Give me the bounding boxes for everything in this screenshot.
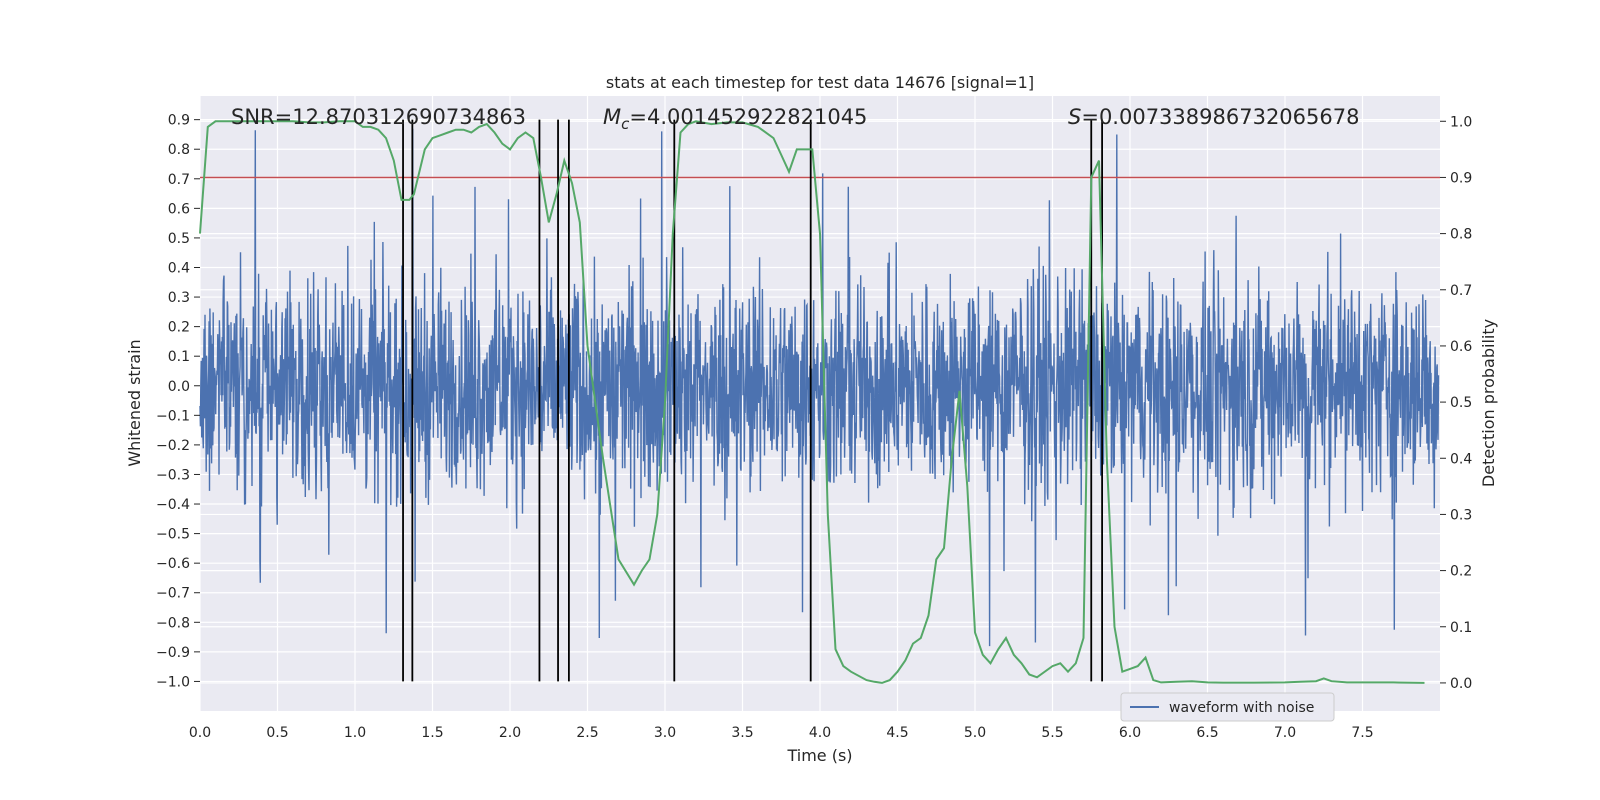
y-tick-label-4: 0.5	[168, 231, 190, 247]
legend-box	[1120, 692, 1335, 722]
probability-line	[199, 120, 1425, 684]
y2-tick-label-4: 0.6	[1450, 339, 1472, 355]
y-tick-label-12: −0.3	[156, 467, 190, 483]
s-symbol: S	[1068, 105, 1081, 129]
x-axis-label: Time (s)	[786, 746, 852, 765]
y2-tick-label-8: 0.2	[1450, 564, 1472, 580]
y2-tick-label-10: 0.0	[1450, 676, 1472, 692]
snr-annotation: SNR=12.870312690734863	[231, 105, 526, 129]
y-tick-label-11: −0.2	[156, 438, 190, 454]
x-tick-label-11: 5.5	[1041, 725, 1063, 741]
s-value: =0.007338986732065678	[1081, 105, 1359, 129]
y-tick-label-2: 0.7	[168, 172, 190, 188]
x-tick-label-10: 5.0	[964, 725, 986, 741]
y-tick-label-1: 0.8	[168, 142, 190, 158]
x-tick-label-1: 0.5	[266, 725, 288, 741]
y-tick-label-9: 0.0	[168, 379, 190, 395]
x-tick-label-2: 1.0	[344, 725, 366, 741]
y-tick-label-14: −0.5	[156, 527, 190, 543]
legend-label: waveform with noise	[1169, 700, 1314, 716]
y-tick-label-7: 0.2	[168, 320, 190, 336]
y-tick-label-0: 0.9	[168, 113, 190, 129]
y-tick-label-5: 0.4	[168, 260, 190, 276]
x-tick-label-7: 3.5	[731, 725, 753, 741]
y-tick-label-3: 0.6	[168, 201, 190, 217]
legend: waveform with noise	[1120, 692, 1335, 722]
y-tick-label-17: −0.8	[156, 615, 190, 631]
x-tick-label-13: 6.5	[1196, 725, 1218, 741]
chart-title: stats at each timestep for test data 146…	[606, 73, 1034, 92]
y-tick-label-18: −0.9	[156, 645, 190, 661]
y-tick-label-15: −0.6	[156, 556, 190, 572]
s-annotation: S=0.007338986732065678	[1068, 105, 1359, 129]
y2-axis-label: Detection probability	[1479, 319, 1498, 487]
x-tick-label-3: 1.5	[421, 725, 443, 741]
y-tick-label-16: −0.7	[156, 586, 190, 602]
y2-tick-label-1: 0.9	[1450, 170, 1472, 186]
x-tick-label-8: 4.0	[809, 725, 831, 741]
y-tick-label-19: −1.0	[156, 674, 190, 690]
y-tick-label-6: 0.3	[168, 290, 190, 306]
x-tick-label-9: 4.5	[886, 725, 908, 741]
chirp-mass-symbol: M	[603, 105, 621, 129]
y2-tick-label-0: 1.0	[1450, 114, 1472, 130]
y2-tick-label-7: 0.3	[1450, 507, 1472, 523]
y2-tick-label-6: 0.4	[1450, 451, 1472, 467]
y-axis-ticks: 0.9 0.8 0.7 0.6 0.5 0.4 0.3 0.2 0.1 0.0 −0.1 −0.2 −0…	[156, 113, 200, 690]
x-tick-label-14: 7.0	[1274, 725, 1296, 741]
chirp-mass-subscript: c	[621, 115, 630, 133]
x-tick-label-4: 2.0	[499, 725, 521, 741]
y-tick-label-13: −0.4	[156, 497, 190, 513]
y2-tick-label-3: 0.7	[1450, 283, 1472, 299]
y-tick-label-8: 0.1	[168, 349, 190, 365]
x-tick-label-6: 3.0	[654, 725, 676, 741]
y-tick-label-10: −0.1	[156, 408, 190, 424]
y2-axis-ticks: 1.0 0.9 0.8 0.7 0.6 0.5 0.4 0.3 0.2 0.1 0.0	[1440, 114, 1472, 692]
x-axis-ticks: 0.0 0.5 1.0 1.5 2.0 2.5 3.0 3.5 4.0 4.5 5.0 5.5 6.0 6…	[189, 725, 1374, 741]
probability-series	[199, 120, 1425, 684]
x-tick-label-5: 2.5	[576, 725, 598, 741]
y2-tick-label-2: 0.8	[1450, 227, 1472, 243]
y2-tick-label-5: 0.5	[1450, 395, 1472, 411]
x-tick-label-15: 7.5	[1351, 725, 1373, 741]
y-axis-label: Whitened strain	[125, 339, 144, 466]
waveform-line	[199, 128, 1440, 647]
chirp-mass-value: =4.001452922821045	[629, 105, 867, 129]
x-tick-label-12: 6.0	[1119, 725, 1141, 741]
x-tick-label-0: 0.0	[189, 725, 211, 741]
y2-tick-label-9: 0.1	[1450, 620, 1472, 636]
waveform-series	[199, 128, 1440, 647]
chirp-mass-annotation: Mc=4.001452922821045	[603, 105, 867, 133]
